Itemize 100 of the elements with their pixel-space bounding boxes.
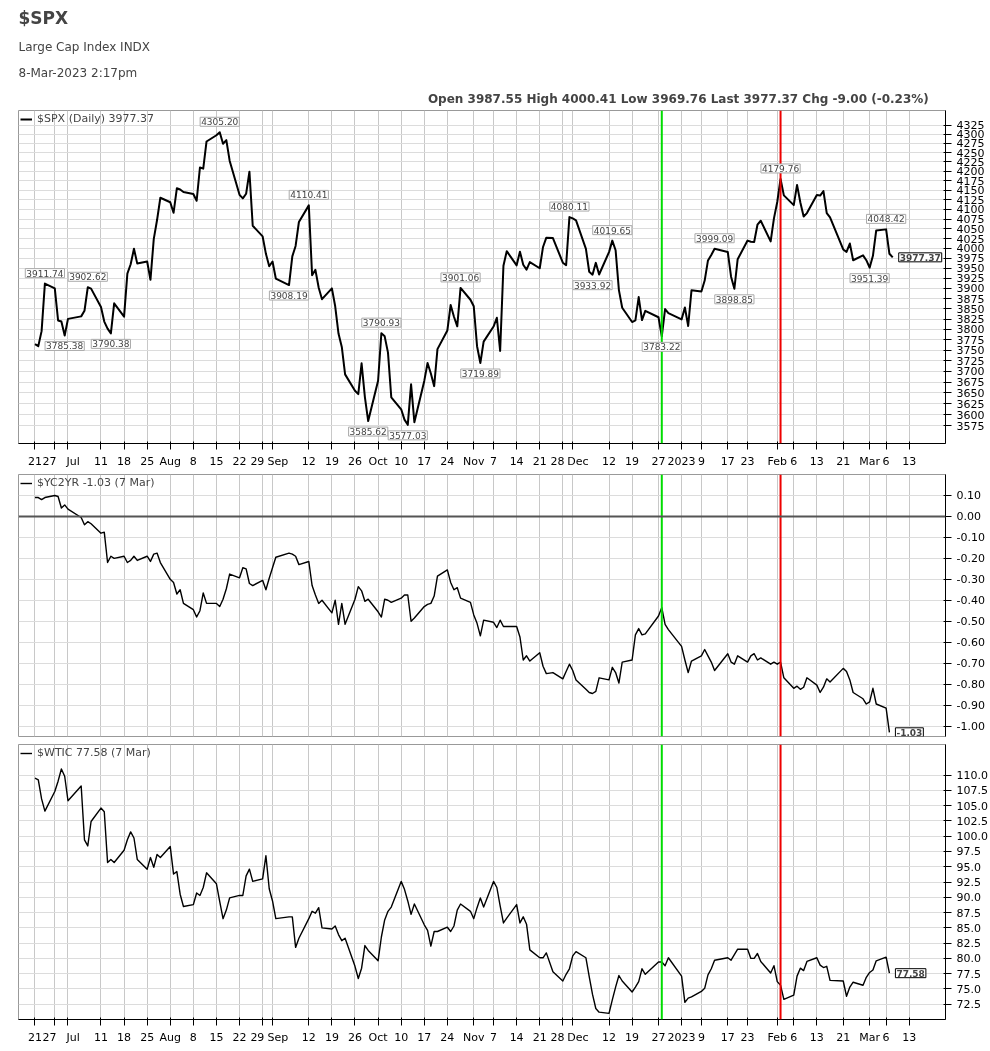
legend-label: $SPX (Daily) 3977.37 (37, 112, 155, 125)
x-tick-label: Jul (56, 1030, 80, 1044)
x-tick-label: 25 (140, 454, 155, 468)
annotation: 3902.62 (69, 272, 107, 283)
y-tick-label: 3600 (956, 408, 985, 422)
legend-label: $WTIC 77.58 (7 Mar) (37, 746, 151, 759)
x-tick-label: 11 (93, 454, 108, 468)
annotation: 3901.06 (441, 272, 480, 283)
y-tick-label: 0.10 (956, 489, 981, 503)
x-tick-label: 10 (394, 1030, 409, 1044)
y-tick-label: 3625 (956, 397, 985, 411)
annotation: 3785.38 (46, 341, 84, 352)
x-tick-label: Dec (567, 1030, 589, 1044)
y-tick-label: 4050 (956, 222, 985, 236)
x-tick-label: 22 (232, 1030, 247, 1044)
x-tick-label: 18 (117, 1030, 132, 1044)
y-tick-label: -0.40 (956, 594, 985, 608)
y-tick-label: -0.70 (956, 657, 985, 671)
x-tick-label: 15 (209, 1030, 224, 1044)
y-tick-label: 105.0 (956, 799, 988, 813)
y-tick-label: 90.0 (956, 891, 981, 905)
x-tick-label: 14 (509, 1030, 524, 1044)
x-tick-label: 27 (651, 1030, 666, 1044)
x-tick-label: 12 (301, 454, 316, 468)
x-tick-label: 21 (28, 454, 42, 468)
x-tick-label: 21 (532, 454, 547, 468)
annotation: 3951.39 (851, 273, 889, 284)
x-tick-label: 22 (232, 454, 247, 468)
y-tick-label: 92.5 (956, 876, 981, 889)
annotation: 77.58 (896, 968, 925, 979)
annotation: 3933.92 (573, 280, 612, 291)
x-tick-label: 6 (882, 1030, 890, 1044)
annotation: 3783.22 (643, 342, 681, 353)
annotation: 4080.11 (550, 202, 589, 213)
x-tick-label: 6 (790, 1030, 798, 1044)
x-tick-label: 13 (809, 454, 824, 468)
y-tick-label: 77.5 (956, 967, 981, 981)
annotation: 4019.65 (593, 225, 631, 236)
x-tick-label: 29 (250, 454, 265, 468)
x-tick-label: 27 (651, 454, 666, 468)
x-tick-label: 17 (720, 454, 735, 468)
y-tick-label: 110.0 (956, 769, 988, 783)
y-tick-label: -0.20 (956, 552, 985, 566)
annotation: 3790.38 (92, 339, 130, 350)
x-tick-label: Nov (463, 454, 485, 468)
x-tick-label: 7 (490, 1030, 498, 1044)
y-tick-label: -0.30 (956, 573, 985, 587)
x-tick-label: 23 (740, 454, 755, 468)
y-tick-label: 80.0 (956, 952, 981, 966)
x-tick-label: 24 (440, 454, 455, 468)
x-tick-label: 15 (209, 454, 224, 468)
x-tick-label: Nov (463, 1030, 485, 1044)
y-tick-label: -0.80 (956, 678, 985, 692)
chart-subtitle: 8-Mar-2023 2:17pm (18, 65, 138, 80)
x-tick-label: 9 (697, 454, 705, 468)
y-tick-label: 4225 (956, 155, 985, 169)
x-tick-label: Dec (567, 454, 589, 468)
annotation: 3999.09 (695, 233, 734, 244)
y-tick-label: 95.0 (956, 860, 981, 874)
x-tick-label: 13 (902, 1030, 917, 1044)
y-tick-label: -0.60 (956, 636, 985, 650)
x-tick-label: 29 (250, 1030, 265, 1044)
x-tick-label: 17 (417, 454, 432, 468)
x-tick-label: 26 (347, 454, 362, 468)
y-tick-label: 3700 (956, 365, 985, 379)
x-tick-label: 2023 (667, 454, 696, 468)
annotation: -1.03 (896, 727, 923, 738)
x-tick-label: 21 (532, 1030, 547, 1044)
x-tick-label: 13 (902, 454, 917, 468)
x-tick-label: 12 (602, 454, 617, 468)
x-tick-label: 23 (740, 1030, 755, 1044)
x-tick-label: 28 (550, 454, 565, 468)
x-tick-label: Sep (267, 1030, 289, 1044)
x-tick-label: 21 (836, 454, 851, 468)
annotation: 4179.76 (761, 163, 800, 174)
y-tick-label: 102.5 (956, 814, 988, 828)
y-tick-label: 3575 (956, 419, 985, 433)
x-tick-label: 13 (809, 1030, 824, 1044)
y-tick-label: -0.90 (956, 699, 985, 713)
x-tick-label: 6 (790, 454, 798, 468)
annotation: 3585.62 (349, 427, 387, 438)
text: Open 3987.55 High 4000.41 Low 3969.76 Last 3977.37 Chg -9.00 (-0.23%) (427, 91, 929, 106)
x-tick-label: 17 (417, 1030, 432, 1044)
x-tick-label: Sep (267, 454, 289, 468)
annotation: 3790.93 (362, 318, 400, 329)
x-tick-label: Feb (767, 454, 788, 468)
y-tick-label: 75.0 (956, 982, 981, 996)
x-tick-label: 7 (490, 454, 498, 468)
x-tick-label: 12 (301, 1030, 316, 1044)
text: Large Cap Index INDX (18, 39, 151, 54)
y-tick-label: 97.5 (956, 845, 981, 859)
y-tick-label: 100.0 (956, 830, 988, 844)
y-tick-label: 82.5 (956, 937, 981, 951)
x-tick-label: 14 (509, 454, 524, 468)
x-tick-label: 26 (347, 1030, 362, 1044)
x-tick-label: 2023 (667, 1030, 696, 1044)
annotation: 4110.41 (290, 190, 328, 201)
x-tick-label: 19 (625, 1030, 640, 1044)
annotation: 3911.74 (26, 268, 64, 279)
y-tick-label: -0.50 (956, 615, 985, 629)
